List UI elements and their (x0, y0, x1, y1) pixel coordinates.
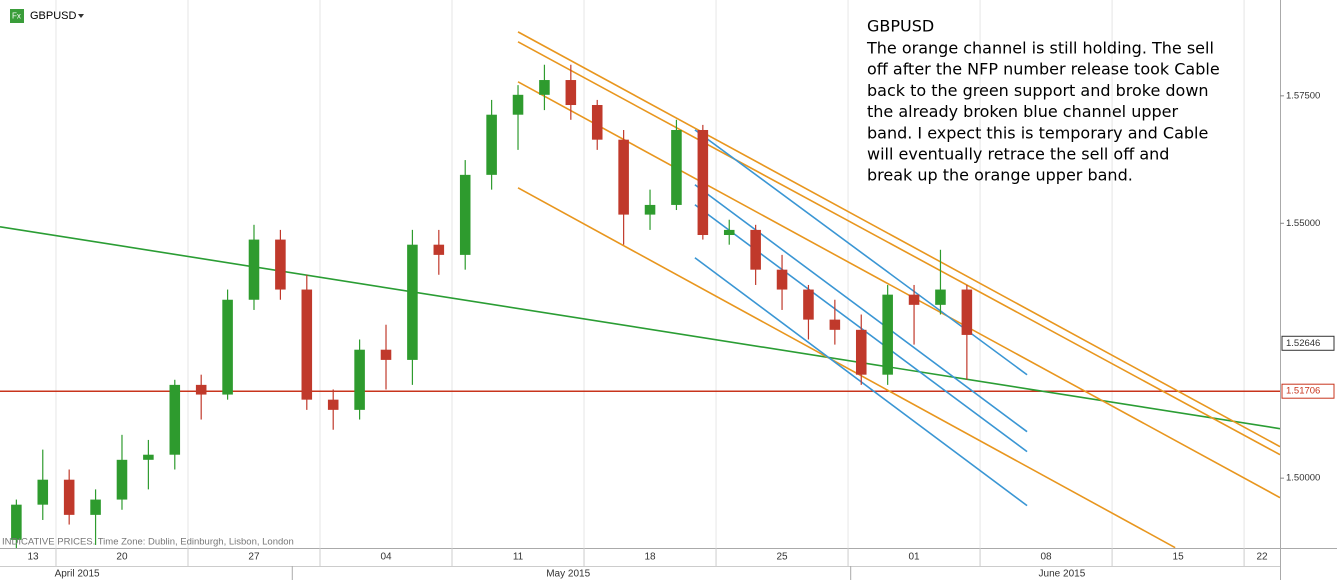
candle-body (829, 319, 841, 330)
month-label: April 2015 (55, 569, 100, 580)
candle-body (512, 94, 524, 115)
candle-body (591, 105, 603, 140)
symbol: GBPUSD (30, 10, 77, 22)
annotation-line: break up the orange upper band. (867, 166, 1133, 185)
y-tick-label: 1.55000 (1286, 218, 1320, 229)
month-label: June 2015 (1039, 569, 1086, 580)
trendline (517, 187, 1176, 548)
symbol-header[interactable]: Fx GBPUSD (10, 9, 84, 23)
candle-body (380, 349, 392, 360)
annotation-title: GBPUSD (867, 17, 934, 36)
x-tick-label: 20 (116, 552, 128, 563)
candle-body (90, 499, 101, 515)
price-label: 1.51706 (1286, 386, 1320, 397)
fx-icon (10, 9, 24, 23)
candle-body (935, 289, 946, 305)
y-tick-label: 1.50000 (1286, 473, 1320, 484)
price-label-box (1281, 335, 1335, 351)
candle-body (275, 239, 286, 290)
candle-body (433, 244, 445, 255)
y-tick-label: 1.57500 (1286, 90, 1320, 101)
candle-body (327, 399, 339, 410)
candle-body (671, 129, 682, 205)
candle-body (169, 384, 181, 455)
candle-body (644, 204, 656, 215)
month-label: May 2015 (546, 569, 590, 580)
candle-body (882, 294, 893, 375)
dropdown-arrow (78, 14, 84, 18)
annotation-line: off after the NFP number release took Ca… (867, 60, 1220, 79)
candle-body (539, 80, 550, 95)
candle-body (195, 384, 207, 395)
annotation-line: the already broken blue channel upper (867, 102, 1178, 121)
candle-body (961, 289, 973, 335)
annotation-line: back to the green support and broke down (867, 81, 1209, 100)
candle-body (37, 479, 49, 505)
candle-body (143, 454, 154, 460)
candle-body (301, 289, 313, 400)
trendline (517, 41, 1280, 456)
x-tick-label: 01 (908, 552, 920, 563)
candle-body (750, 229, 761, 270)
x-tick-label: 15 (1173, 552, 1185, 563)
plot-area (0, 0, 1280, 548)
candle-body (697, 129, 709, 236)
annotation-line: will eventually retrace the sell off and (867, 145, 1169, 164)
candle-body (803, 289, 814, 320)
x-tick-label: 11 (513, 552, 524, 563)
candle-body (222, 299, 233, 395)
x-tick-label: 08 (1041, 552, 1053, 563)
annotation-line: The orange channel is still holding. The… (866, 39, 1214, 58)
trendline (517, 81, 1280, 499)
x-tick-label: 13 (27, 552, 39, 563)
candle-body (116, 459, 128, 500)
x-tick-label: 04 (380, 552, 392, 563)
candle-body (908, 294, 920, 305)
trendline (694, 184, 1028, 433)
candle-body (407, 244, 418, 360)
candle-body (855, 329, 867, 375)
candle-body (459, 174, 471, 255)
fx-icon-text: Fx (12, 12, 21, 21)
candle-body (486, 114, 497, 175)
footer: INDICATIVE PRICES. Time Zone: Dublin, Ed… (2, 537, 294, 548)
x-tick-label: 27 (248, 552, 260, 563)
candle-body (618, 139, 629, 215)
candle-body (11, 504, 22, 540)
candle-body (565, 80, 577, 106)
annotation-line: band. I expect this is temporary and Cab… (867, 123, 1208, 142)
x-tick-label: 22 (1256, 552, 1268, 563)
x-tick-label: 25 (776, 552, 788, 563)
candle-body (354, 349, 365, 410)
candle-body (248, 239, 260, 300)
trendline (517, 31, 1280, 448)
candle-body (723, 229, 735, 236)
candle-body (63, 479, 75, 515)
trendline (0, 226, 1280, 430)
x-tick-label: 18 (644, 552, 656, 563)
price-label: 1.52646 (1286, 338, 1320, 349)
price-label-box (1281, 383, 1335, 399)
candle-body (776, 269, 788, 290)
